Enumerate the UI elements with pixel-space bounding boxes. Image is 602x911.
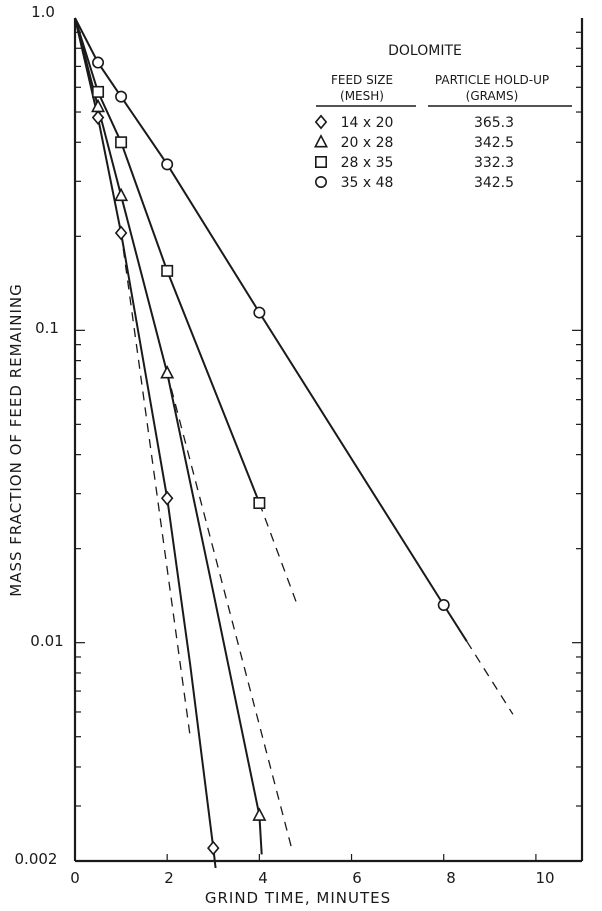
series-line-14-x-20 [74, 17, 217, 869]
legend-marker-35-x-48 [314, 176, 327, 189]
x-axis-title: GRIND TIME, MINUTES [205, 889, 391, 907]
x-tick-label-2: 2 [164, 869, 174, 887]
x-tick-label-10: 10 [535, 869, 554, 887]
legend-feed-size-14-x-20: 14 x 20 [341, 115, 394, 131]
legend-col2-header-line1: PARTICLE HOLD-UP [435, 73, 549, 87]
y-tick-label-0-002: 0.002 [15, 850, 58, 868]
data-point-28-x-35 [161, 264, 174, 277]
data-markers [91, 56, 450, 856]
y-tick-label-1: 1.0 [31, 3, 55, 21]
data-point-14-x-20 [114, 225, 128, 241]
data-point-28-x-35 [253, 497, 266, 510]
axis-ticks [74, 31, 582, 862]
data-point-20-x-28 [160, 365, 175, 379]
data-point-35-x-48 [115, 90, 128, 103]
series-lines [74, 17, 514, 869]
data-point-20-x-28 [91, 98, 106, 113]
data-point-14-x-20 [160, 490, 174, 506]
data-point-35-x-48 [253, 306, 266, 319]
legend-holdup-28-x-35: 332.3 [474, 155, 514, 171]
data-point-14-x-20 [207, 840, 220, 856]
data-point-35-x-48 [437, 599, 450, 612]
legend-holdup-14-x-20: 365.3 [474, 115, 514, 131]
legend-feed-size-20-x-28: 20 x 28 [341, 135, 394, 151]
legend-marker-28-x-35 [314, 156, 327, 169]
legend-col2-header-line2: (GRAMS) [466, 89, 519, 103]
extrapolation-line-28-x-35 [258, 502, 297, 603]
extrapolation-line-20-x-28 [166, 372, 293, 849]
legend-feed-size-28-x-35: 28 x 35 [341, 155, 394, 171]
legend-col1-header-line2: (MESH) [340, 89, 384, 103]
data-point-35-x-48 [161, 158, 174, 171]
legend: DOLOMITE FEED SIZE (MESH) PARTICLE HOLD-… [313, 43, 572, 191]
x-tick-label-8: 8 [446, 869, 456, 887]
data-point-20-x-28 [252, 807, 267, 821]
legend-holdup-35-x-48: 342.5 [474, 175, 514, 191]
x-tick-label-6: 6 [352, 869, 362, 887]
legend-marker-14-x-20 [314, 114, 328, 130]
legend-marker-20-x-28 [313, 134, 329, 148]
y-axis-title: MASS FRACTION OF FEED REMAINING [7, 283, 25, 596]
legend-title: DOLOMITE [388, 43, 462, 59]
y-tick-label-0-1: 0.1 [35, 319, 59, 337]
data-point-20-x-28 [114, 187, 129, 202]
x-tick-label-0: 0 [70, 869, 80, 887]
legend-rows: 14 x 20 365.3 20 x 28 342.5 28 x 35 332.3 35 x… [313, 114, 514, 191]
legend-col1-header-line1: FEED SIZE [331, 73, 393, 87]
extrapolation-line-35-x-48 [466, 640, 514, 715]
legend-holdup-20-x-28: 342.5 [474, 135, 514, 151]
y-tick-label-0-01: 0.01 [30, 632, 63, 650]
plot-frame [73, 18, 584, 863]
data-point-28-x-35 [92, 85, 105, 98]
data-point-28-x-35 [115, 136, 128, 149]
extrapolation-line-14-x-20 [120, 232, 191, 737]
data-point-14-x-20 [91, 110, 105, 126]
x-tick-label-4: 4 [258, 869, 268, 887]
data-point-35-x-48 [92, 56, 105, 69]
legend-feed-size-35-x-48: 35 x 48 [341, 175, 394, 191]
